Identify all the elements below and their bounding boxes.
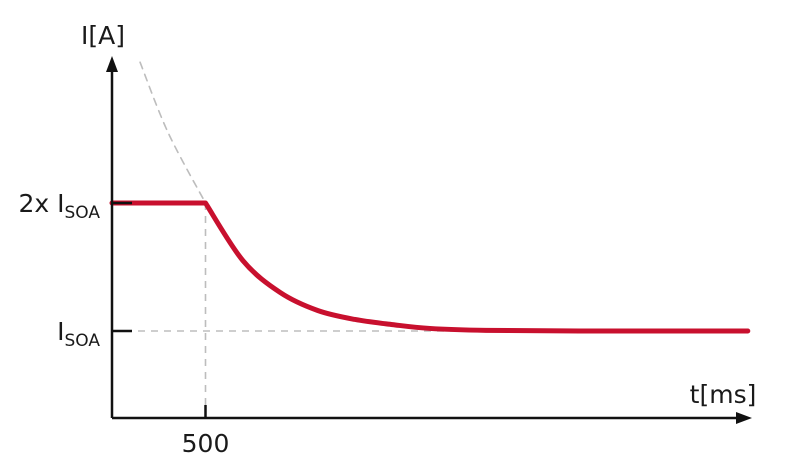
- y-tick-label: 2x ISOA: [18, 189, 100, 223]
- guide-lines: [112, 203, 486, 418]
- series-layer: [109, 61, 751, 334]
- x-tick-label: 500: [182, 429, 230, 458]
- series-line-extrapolated: [139, 61, 207, 204]
- y-tick-label-text: 2x I: [18, 189, 64, 218]
- y-axis-label: I[A]: [81, 21, 125, 50]
- series-line-limit: [109, 200, 751, 334]
- y-tick-label-text: I: [57, 317, 64, 346]
- y-tick-label-subscript: SOA: [64, 331, 100, 351]
- y-tick-label-subscript: SOA: [64, 203, 100, 223]
- x-axis-label: t[ms]: [690, 380, 757, 409]
- y-axis-arrow-icon: [106, 56, 118, 72]
- y-tick-label: ISOA: [57, 317, 100, 351]
- x-axis-arrow-icon: [736, 412, 752, 424]
